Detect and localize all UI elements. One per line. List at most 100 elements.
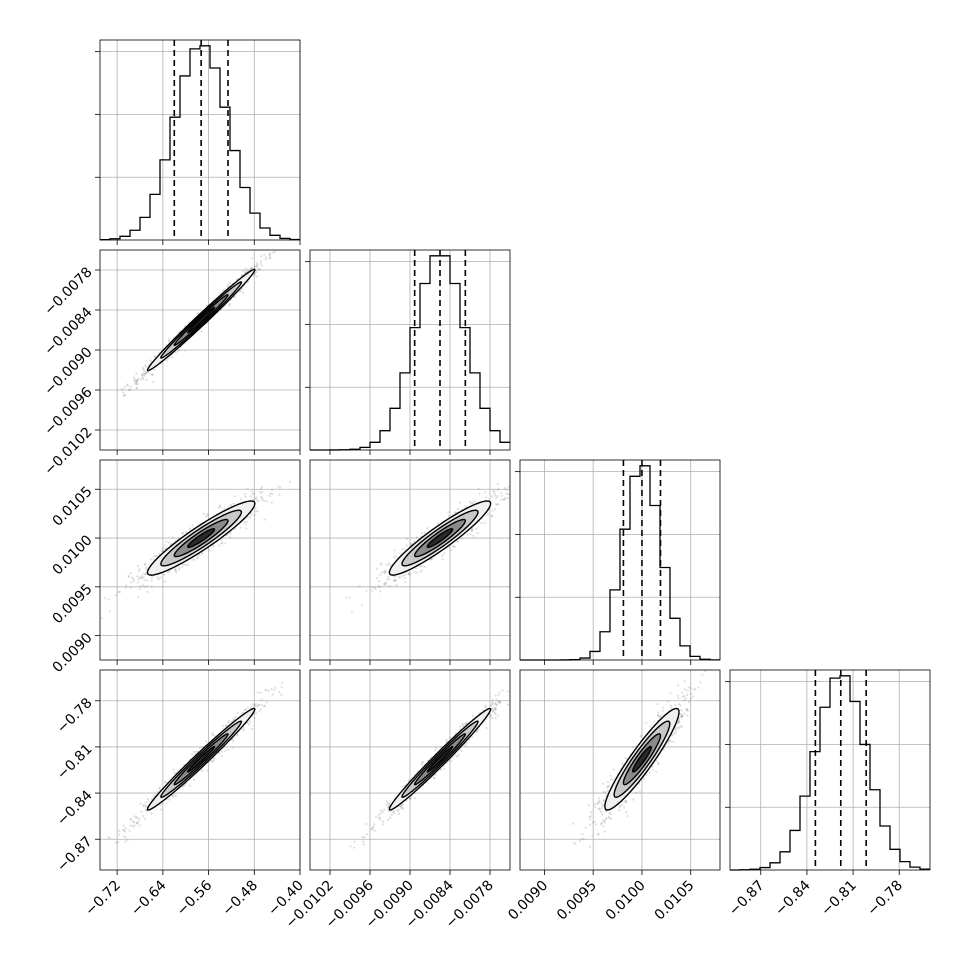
scatter-point (171, 356, 174, 359)
scatter-point (494, 713, 497, 716)
panel-frame (99, 39, 301, 241)
scatter-point (584, 826, 587, 829)
scatter-point (499, 701, 502, 704)
scatter-point (491, 699, 494, 702)
scatter-point (146, 372, 149, 375)
scatter-point (261, 498, 264, 501)
scatter-point (491, 509, 494, 512)
scatter-point (450, 759, 453, 762)
scatter-point (108, 837, 111, 840)
scatter-point (118, 590, 121, 594)
scatter-point (386, 578, 389, 581)
scatter-point (265, 701, 268, 704)
scatter-point (252, 274, 255, 277)
scatter-point (193, 558, 196, 561)
scatter-point (251, 703, 254, 706)
scatter-point (152, 368, 156, 371)
scatter-point (158, 553, 161, 556)
scatter-point (162, 547, 165, 550)
scatter-point (587, 804, 590, 807)
scatter-point (486, 514, 489, 517)
scatter-point (461, 725, 464, 728)
scatter-point (178, 566, 181, 569)
scatter-point (227, 721, 230, 724)
scatter-point (497, 700, 500, 703)
scatter-point (250, 705, 253, 708)
scatter-point (188, 527, 191, 530)
scatter-point (213, 734, 216, 737)
scatter-point (273, 688, 276, 692)
scatter-point (345, 596, 348, 600)
scatter-point (256, 499, 259, 502)
scatter-point (258, 268, 261, 271)
scatter-point (138, 567, 141, 570)
scatter-point (220, 755, 224, 758)
scatter-point (373, 829, 376, 832)
scatter-point (286, 242, 288, 244)
scatter-point (231, 746, 234, 749)
scatter-point (391, 811, 394, 814)
scatter-point (174, 567, 177, 571)
scatter-point (254, 497, 257, 500)
scatter-point (145, 378, 148, 381)
scatter-point (478, 492, 481, 495)
scatter-point (244, 271, 247, 274)
scatter-point (464, 722, 467, 726)
scatter-point (201, 552, 204, 555)
scatter-point (236, 734, 239, 737)
scatter-point (454, 754, 457, 757)
scatter-point (494, 508, 497, 511)
scatter-point (365, 590, 368, 593)
scatter-point (496, 495, 499, 498)
scatter-point (172, 793, 175, 797)
scatter-point (206, 513, 209, 516)
scatter-point (477, 728, 480, 732)
scatter-point (150, 585, 153, 589)
scatter-point (401, 803, 404, 806)
scatter-point (431, 558, 434, 561)
scatter-point (107, 836, 110, 839)
scatter-point (397, 576, 400, 579)
scatter-point (135, 381, 138, 384)
scatter-point (248, 720, 252, 723)
scatter-point (381, 823, 384, 826)
scatter-point (491, 710, 494, 713)
scatter-point (223, 507, 226, 510)
scatter-point (124, 393, 127, 396)
scatter-point (256, 510, 259, 513)
scatter-point (143, 364, 147, 367)
scatter-point (459, 725, 462, 728)
scatter-point (239, 290, 242, 293)
scatter-point (228, 303, 231, 306)
scatter-point (128, 829, 131, 832)
panel-frame (99, 669, 301, 871)
scatter-point (132, 820, 135, 824)
scatter-point (578, 839, 581, 842)
scatter-point (276, 248, 278, 250)
scatter-point (174, 795, 177, 798)
scatter-point (185, 530, 188, 534)
scatter-point (470, 529, 473, 532)
scatter-point (122, 828, 125, 832)
scatter-point (393, 575, 396, 578)
scatter-point (103, 597, 106, 600)
scatter-point (498, 702, 501, 705)
scatter-point (495, 503, 498, 506)
scatter-point (358, 585, 361, 588)
scatter-panel-0-1 (99, 227, 301, 451)
scatter-point (225, 724, 228, 727)
scatter-panel-1-3 (309, 669, 511, 871)
scatter-point (141, 374, 144, 377)
scatter-point (142, 803, 145, 807)
scatter-point (245, 520, 248, 523)
scatter-point (122, 835, 125, 838)
scatter-point (151, 373, 154, 376)
scatter-point (362, 843, 366, 846)
scatter-point (260, 703, 263, 706)
scatter-point (173, 772, 176, 775)
scatter-point (205, 740, 208, 743)
scatter-point (433, 776, 436, 779)
hist-bar (100, 45, 300, 241)
scatter-point (293, 227, 295, 229)
scatter-point (128, 388, 131, 391)
